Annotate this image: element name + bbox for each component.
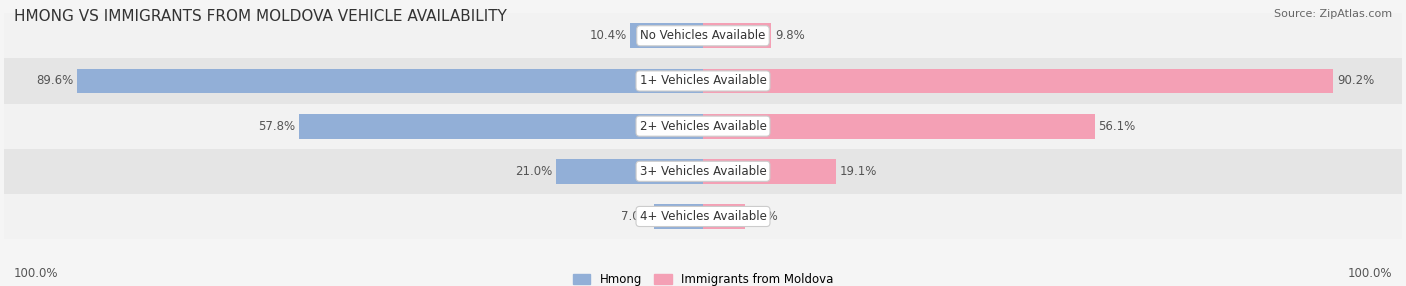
Text: 4+ Vehicles Available: 4+ Vehicles Available xyxy=(640,210,766,223)
Bar xyxy=(4,58,1402,104)
Bar xyxy=(4,104,1402,149)
Text: 100.0%: 100.0% xyxy=(1347,267,1392,280)
Bar xyxy=(4,149,1402,194)
Text: 56.1%: 56.1% xyxy=(1098,120,1136,133)
Bar xyxy=(557,159,703,184)
Text: 6.0%: 6.0% xyxy=(748,210,778,223)
Text: 1+ Vehicles Available: 1+ Vehicles Available xyxy=(640,74,766,88)
Bar xyxy=(703,204,745,229)
Text: 10.4%: 10.4% xyxy=(589,29,627,42)
Text: HMONG VS IMMIGRANTS FROM MOLDOVA VEHICLE AVAILABILITY: HMONG VS IMMIGRANTS FROM MOLDOVA VEHICLE… xyxy=(14,9,508,23)
Text: 9.8%: 9.8% xyxy=(775,29,804,42)
Text: 89.6%: 89.6% xyxy=(37,74,73,88)
Text: 90.2%: 90.2% xyxy=(1337,74,1374,88)
Bar xyxy=(4,194,1402,239)
Bar xyxy=(77,69,703,94)
Text: 2+ Vehicles Available: 2+ Vehicles Available xyxy=(640,120,766,133)
Bar xyxy=(703,69,1333,94)
Bar xyxy=(299,114,703,138)
Bar xyxy=(630,23,703,48)
Text: 57.8%: 57.8% xyxy=(259,120,295,133)
Text: Source: ZipAtlas.com: Source: ZipAtlas.com xyxy=(1274,9,1392,19)
Bar xyxy=(4,13,1402,58)
Text: No Vehicles Available: No Vehicles Available xyxy=(640,29,766,42)
Text: 7.0%: 7.0% xyxy=(621,210,651,223)
Bar xyxy=(703,114,1095,138)
Text: 100.0%: 100.0% xyxy=(14,267,59,280)
Bar xyxy=(703,159,837,184)
Legend: Hmong, Immigrants from Moldova: Hmong, Immigrants from Moldova xyxy=(572,273,834,286)
Text: 3+ Vehicles Available: 3+ Vehicles Available xyxy=(640,165,766,178)
Bar xyxy=(654,204,703,229)
Text: 21.0%: 21.0% xyxy=(516,165,553,178)
Bar xyxy=(703,23,772,48)
Text: 19.1%: 19.1% xyxy=(839,165,877,178)
